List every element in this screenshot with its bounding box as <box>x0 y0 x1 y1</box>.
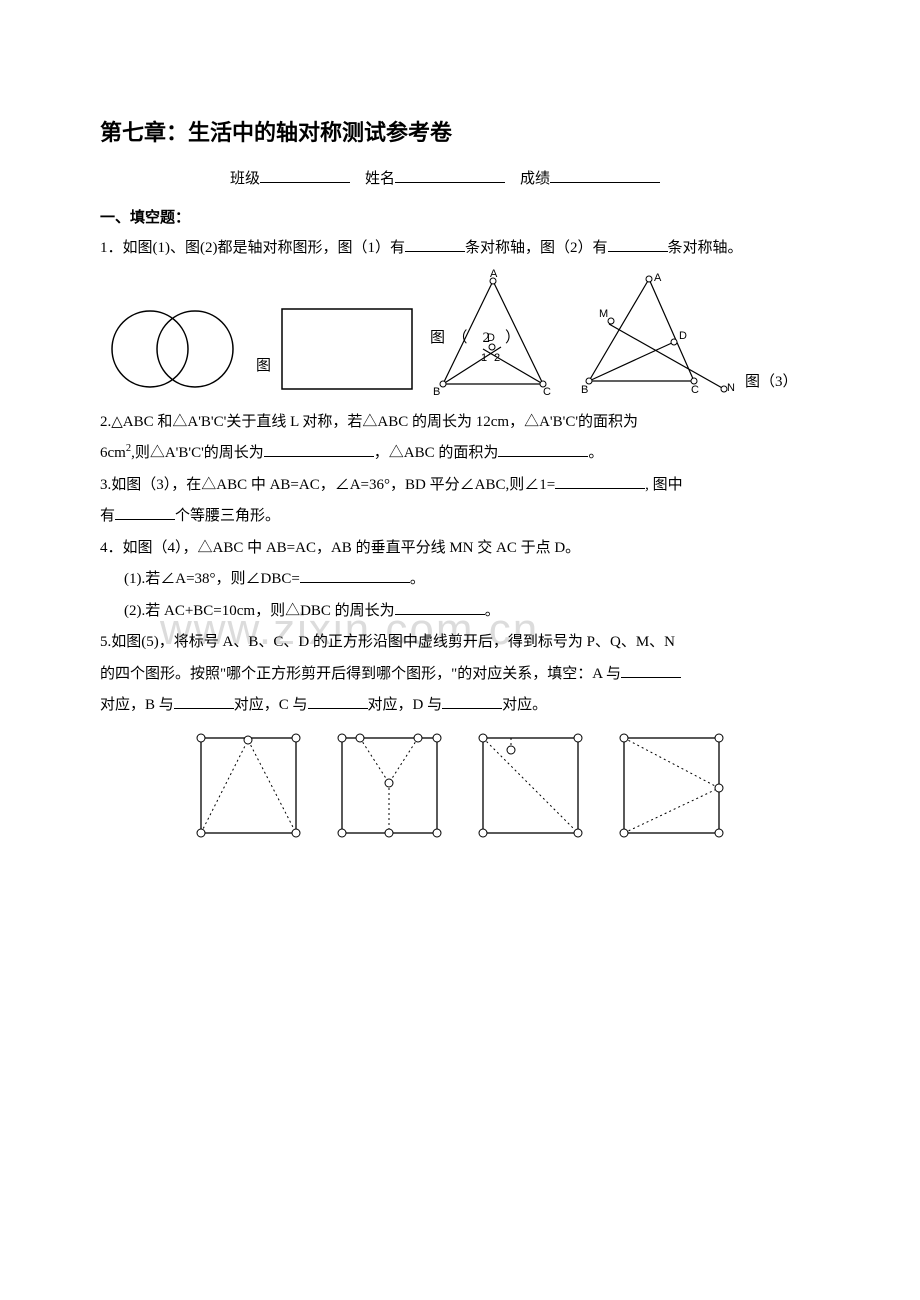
page-title: 第七章：生活中的轴对称测试参考卷 <box>100 110 820 156</box>
q5-l2: 的四个图形。按照"哪个正方形剪开后得到哪个图形，"的对应关系，填空：A 与 <box>100 666 621 682</box>
q5-l3b: 对应，C 与 <box>234 697 308 713</box>
q3-l2a: 有 <box>100 508 115 524</box>
class-label: 班级 <box>230 171 260 187</box>
q2-l2c: ，△ABC 的面积为 <box>374 445 499 461</box>
q1: 1．如图(1)、图(2)都是轴对称图形，图（1）有 条对称轴，图（2）有 条对称轴。 <box>100 233 820 265</box>
q5: 5.如图(5)，将标号 A、B、C、D 的正方形沿图中虚线剪开后，得到标号为 P… <box>100 627 820 722</box>
q5-l3a: 对应，B 与 <box>100 697 174 713</box>
q2-l1: 2.△ABC 和△A'B'C'关于直线 L 对称，若△ABC 的周长为 12cm… <box>100 414 638 430</box>
q5-fig-b <box>332 728 447 843</box>
score-label: 成绩 <box>520 171 550 187</box>
q4-sub2: (2).若 AC+BC=10cm，则△DBC 的周长为 。 <box>100 603 500 619</box>
q2-l2d: 。 <box>588 445 603 461</box>
class-blank <box>260 167 350 183</box>
f3-A: A <box>654 272 662 284</box>
q1-blank2 <box>608 236 668 252</box>
q5-figures <box>100 728 820 843</box>
q2-blank2 <box>498 441 588 457</box>
fig1-label: 图 <box>256 351 271 399</box>
q2-l2a: 6cm <box>100 445 126 461</box>
label-C: C <box>543 386 551 398</box>
q3-blank2 <box>115 504 175 520</box>
q4-s2b: 。 <box>485 603 500 619</box>
q1-text-b: 条对称轴，图（2）有 <box>465 240 608 256</box>
q3-l1: 3.如图（3），在△ABC 中 AB=AC，∠A=36°，BD 平分∠ABC,则… <box>100 477 555 493</box>
q3-l2b: 个等腰三角形。 <box>175 508 280 524</box>
q4: 4．如图（4），△ABC 中 AB=AC，AB 的垂直平分线 MN 交 AC 于… <box>100 533 820 628</box>
q2: 2.△ABC 和△A'B'C'关于直线 L 对称，若△ABC 的周长为 12cm… <box>100 407 820 470</box>
label-B: B <box>433 386 440 398</box>
q4-s2a: (2).若 AC+BC=10cm，则△DBC 的周长为 <box>124 603 395 619</box>
q1-text-a: 1．如图(1)、图(2)都是轴对称图形，图（1）有 <box>100 240 405 256</box>
f3-D: D <box>679 330 687 342</box>
q5-blankB <box>174 693 234 709</box>
q4-l1: 4．如图（4），△ABC 中 AB=AC，AB 的垂直平分线 MN 交 AC 于… <box>100 540 580 556</box>
label-2: 2 <box>494 352 500 364</box>
name-label: 姓名 <box>365 171 395 187</box>
label-1: 1 <box>481 352 487 364</box>
q5-l3c: 对应，D 与 <box>368 697 443 713</box>
page: 第七章：生活中的轴对称测试参考卷 班级 姓名 成绩 一、填空题： 1．如图(1)… <box>0 0 920 883</box>
q5-fig-a <box>191 728 306 843</box>
q4-blank2 <box>395 599 485 615</box>
section-1-heading: 一、填空题： <box>100 202 820 234</box>
f3-C: C <box>691 384 699 396</box>
q3-l1b: , 图中 <box>645 477 683 493</box>
q4-blank1 <box>300 567 410 583</box>
q3-blank1 <box>555 473 645 489</box>
score-blank <box>550 167 660 183</box>
figure-3: A B C M D N <box>569 269 739 399</box>
f3-B: B <box>581 384 588 396</box>
q5-fig-c <box>473 728 588 843</box>
q5-blankC <box>308 693 368 709</box>
fig3-label: 图（3） <box>745 367 798 399</box>
q3: 3.如图（3），在△ABC 中 AB=AC，∠A=36°，BD 平分∠ABC,则… <box>100 470 820 533</box>
q5-blankD <box>442 693 502 709</box>
label-A: A <box>490 269 498 280</box>
f3-N: N <box>727 382 735 394</box>
q5-l1: 5.如图(5)，将标号 A、B、C、D 的正方形沿图中虚线剪开后，得到标号为 P… <box>100 634 675 650</box>
figure-rect <box>277 304 417 399</box>
q2-blank1 <box>264 441 374 457</box>
q4-sub1: (1).若∠A=38°，则∠DBC= 。 <box>100 571 425 587</box>
q5-fig-d <box>614 728 729 843</box>
q5-l3d: 对应。 <box>502 697 547 713</box>
meta-line: 班级 姓名 成绩 <box>100 164 820 196</box>
q4-s1b: 。 <box>410 571 425 587</box>
q4-s1a: (1).若∠A=38°，则∠DBC= <box>124 571 300 587</box>
q2-l2b: ,则△A'B'C'的周长为 <box>131 445 264 461</box>
q1-text-c: 条对称轴。 <box>668 240 743 256</box>
name-blank <box>395 167 505 183</box>
fig2-label: 图 （ 2 ） <box>430 330 520 346</box>
figure-1 <box>100 299 250 399</box>
f3-M: M <box>599 308 608 320</box>
q1-blank1 <box>405 236 465 252</box>
q5-blankA <box>621 662 681 678</box>
